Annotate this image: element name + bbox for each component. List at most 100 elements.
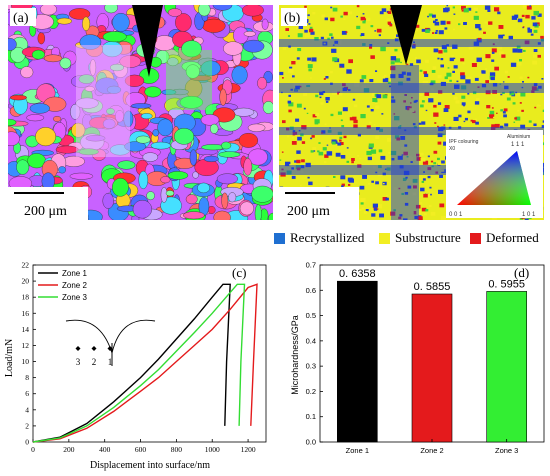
- map-pixel: [288, 109, 292, 113]
- map-pixel: [336, 91, 340, 95]
- map-pixel: [376, 28, 382, 33]
- map-pixel: [491, 107, 494, 109]
- map-pixel: [314, 119, 320, 124]
- map-pixel: [425, 59, 429, 63]
- map-pixel: [474, 118, 477, 121]
- map-pixel: [311, 57, 317, 62]
- map-pixel: [324, 123, 327, 125]
- y-tick-label-c: 2: [25, 421, 29, 430]
- map-pixel: [507, 76, 510, 78]
- map-pixel: [420, 104, 424, 108]
- map-pixel: [346, 160, 350, 163]
- map-pixel: [365, 209, 369, 212]
- indent-marker: [75, 346, 81, 351]
- map-pixel: [383, 74, 387, 77]
- notch-b: [390, 5, 422, 65]
- map-pixel: [285, 161, 291, 167]
- x-tick-label-c: 200: [63, 445, 75, 454]
- map-pixel: [318, 151, 324, 156]
- map-pixel: [421, 121, 426, 125]
- grain: [242, 5, 264, 17]
- y-tick-label-c: 12: [22, 341, 30, 350]
- map-pixel: [444, 76, 448, 80]
- map-pixel: [500, 109, 504, 112]
- map-pixel: [369, 121, 372, 124]
- map-pixel: [373, 124, 376, 126]
- grain: [183, 211, 205, 220]
- map-pixel: [421, 180, 425, 183]
- map-pixel: [352, 98, 356, 101]
- indent-label: 1: [108, 357, 113, 367]
- map-pixel: [382, 76, 386, 79]
- panel-label-c: (c): [232, 265, 246, 280]
- map-pixel: [418, 122, 422, 125]
- map-pixel: [341, 183, 345, 187]
- map-pixel: [519, 76, 523, 79]
- map-pixel: [375, 105, 380, 109]
- map-pixel: [529, 5, 531, 7]
- map-pixel: [385, 197, 389, 201]
- map-pixel: [494, 66, 499, 71]
- indent-profile-left: [65, 319, 113, 354]
- grain: [8, 118, 17, 126]
- map-pixel: [424, 213, 427, 216]
- map-pixel: [362, 20, 366, 24]
- map-pixel: [435, 30, 438, 32]
- map-pixel: [297, 48, 302, 52]
- map-pixel: [486, 105, 491, 109]
- grain: [40, 5, 57, 16]
- map-pixel: [443, 124, 446, 126]
- map-pixel: [540, 35, 544, 39]
- category-label-2: Zone 2: [420, 446, 443, 455]
- bar-3: [486, 291, 527, 443]
- grain: [35, 127, 56, 147]
- map-pixel: [331, 36, 334, 39]
- map-pixel: [339, 63, 345, 68]
- x-tick-label-c: 800: [171, 445, 183, 454]
- map-pixel: [297, 136, 302, 141]
- map-pixel: [537, 54, 541, 58]
- map-pixel: [340, 175, 346, 180]
- bar-value-label-1: 0. 6358: [339, 268, 376, 280]
- map-pixel: [371, 180, 374, 183]
- map-pixel: [458, 23, 461, 26]
- map-pixel: [312, 147, 317, 151]
- map-pixel: [409, 63, 414, 66]
- map-pixel: [463, 22, 467, 25]
- map-pixel: [324, 154, 329, 158]
- map-pixel: [437, 162, 442, 165]
- map-pixel: [517, 110, 520, 112]
- map-pixel: [502, 81, 505, 83]
- map-pixel: [496, 112, 498, 114]
- map-pixel: [500, 125, 504, 129]
- map-pixel: [451, 55, 454, 57]
- map-pixel: [396, 34, 400, 38]
- map-pixel: [463, 120, 466, 123]
- y-axis-label-c: Load/mN: [4, 339, 15, 377]
- map-pixel: [341, 125, 345, 128]
- gos-map-b: (b) 200 μm IPF colouring X0 Aluminium 1 …: [279, 5, 544, 220]
- grain: [157, 118, 173, 137]
- map-pixel: [527, 76, 530, 79]
- map-pixel: [515, 116, 521, 121]
- x-tick-label-c: 1000: [205, 445, 220, 454]
- map-pixel: [533, 54, 538, 58]
- grain: [248, 148, 268, 166]
- legend-label-1: Zone 1: [62, 269, 87, 278]
- ipf-triangle-blue: [457, 151, 531, 205]
- map-pixel: [441, 45, 447, 50]
- map-pixel: [282, 120, 286, 124]
- map-pixel: [432, 32, 435, 34]
- map-pixel: [494, 123, 500, 128]
- map-pixel: [512, 102, 516, 105]
- map-pixel: [370, 55, 375, 59]
- y-tick-label-d: 0.6: [306, 286, 316, 295]
- map-pixel: [528, 120, 532, 123]
- indent-label: 2: [92, 357, 97, 367]
- map-pixel: [305, 162, 311, 168]
- map-pixel: [330, 17, 335, 22]
- map-pixel: [453, 13, 456, 15]
- map-pixel: [381, 8, 387, 12]
- map-pixel: [296, 159, 301, 164]
- map-pixel: [503, 114, 507, 118]
